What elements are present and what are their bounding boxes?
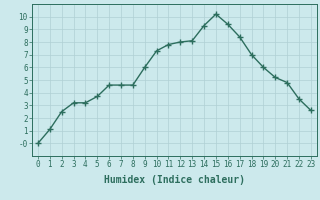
X-axis label: Humidex (Indice chaleur): Humidex (Indice chaleur) — [104, 175, 245, 185]
